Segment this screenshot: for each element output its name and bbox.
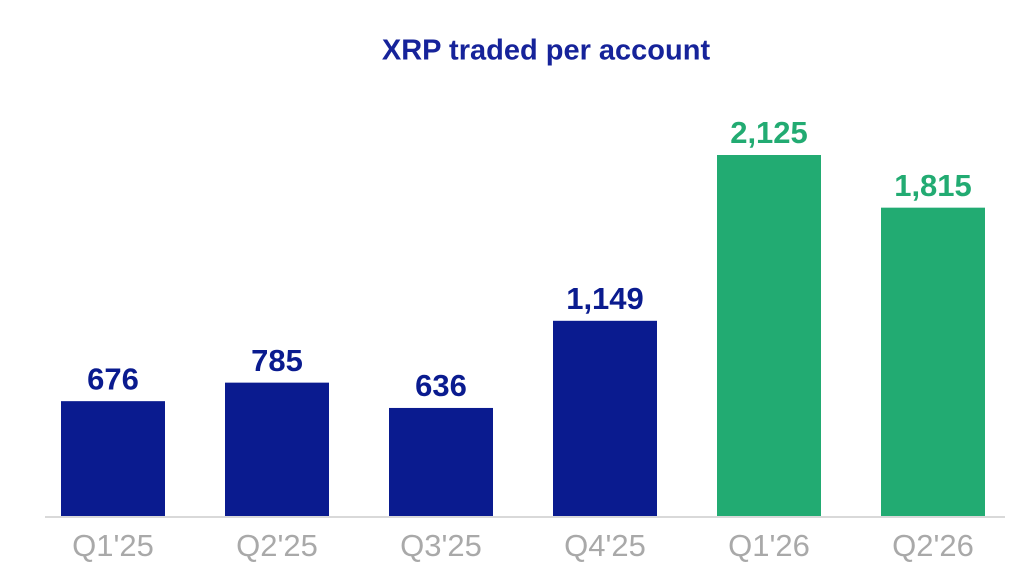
value-label: 636 — [415, 368, 467, 403]
value-label: 785 — [251, 343, 303, 378]
x-tick-label: Q3'25 — [400, 528, 482, 563]
value-label: 1,815 — [894, 168, 972, 203]
bar — [389, 407, 493, 516]
bar — [553, 320, 657, 516]
x-tick-label: Q1'25 — [72, 528, 154, 563]
value-label: 1,149 — [566, 281, 644, 316]
bar — [881, 207, 985, 517]
value-label: 676 — [87, 361, 139, 396]
value-label: 2,125 — [730, 115, 808, 150]
bar — [717, 155, 821, 516]
x-tick-label: Q4'25 — [564, 528, 646, 563]
bar — [225, 382, 329, 516]
bar — [61, 401, 165, 516]
x-tick-label: Q2'25 — [236, 528, 318, 563]
chart-title: XRP traded per account — [382, 35, 711, 67]
x-tick-label: Q2'26 — [892, 528, 974, 563]
x-tick-label: Q1'26 — [728, 528, 810, 563]
